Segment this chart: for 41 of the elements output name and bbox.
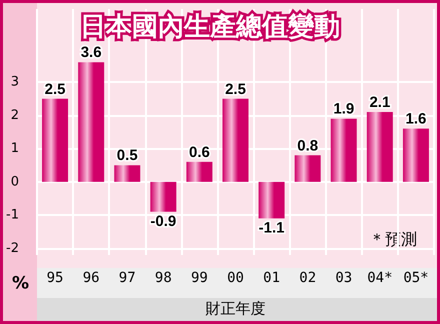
y-tick-label: 3: [10, 74, 19, 90]
data-label: -0.9: [150, 212, 176, 230]
y-tick-label: -1: [6, 208, 19, 223]
x-tick-label: 03: [335, 270, 352, 286]
bar: [42, 98, 68, 182]
y-tick-label: 1: [10, 141, 19, 156]
data-label: -1.1: [258, 219, 285, 236]
data-label: 1.6: [406, 110, 426, 128]
x-tick-label: 99: [190, 270, 208, 286]
y-tick-label: 2: [10, 108, 19, 123]
x-tick-label: 04*: [367, 270, 393, 286]
x-axis-title: 財正年度: [206, 300, 266, 318]
data-label: 0.8: [297, 137, 318, 154]
x-tick-label: 02: [299, 270, 316, 286]
y-tick-label: 0: [10, 174, 19, 190]
data-label: 1.9: [333, 100, 354, 118]
bar: [222, 98, 248, 182]
data-label: 2.5: [225, 80, 246, 98]
bar: [150, 182, 176, 212]
x-tick-label: 00: [227, 270, 244, 286]
bar: [114, 165, 140, 182]
bar: [186, 162, 212, 182]
data-label: 0.5: [116, 147, 138, 164]
y-axis-title: %: [12, 274, 30, 294]
data-label: 3.6: [80, 44, 102, 62]
x-tick-label: 05*: [403, 270, 429, 286]
data-label: 2.1: [369, 94, 390, 112]
bar: [402, 128, 429, 182]
y-tick-label: -2: [6, 240, 19, 256]
x-tick-label: 96: [82, 270, 100, 286]
bar: [258, 182, 285, 218]
x-tick-label: 97: [118, 270, 136, 286]
x-tick-label: 95: [46, 270, 64, 286]
bar: [366, 112, 393, 182]
data-label: 0.6: [188, 144, 210, 161]
x-tick-label: 01: [263, 270, 280, 286]
x-tick-label: 98: [154, 270, 172, 286]
bar: [330, 118, 357, 182]
data-label: 2.5: [44, 80, 66, 98]
bar: [294, 155, 321, 182]
bar: [78, 62, 104, 182]
